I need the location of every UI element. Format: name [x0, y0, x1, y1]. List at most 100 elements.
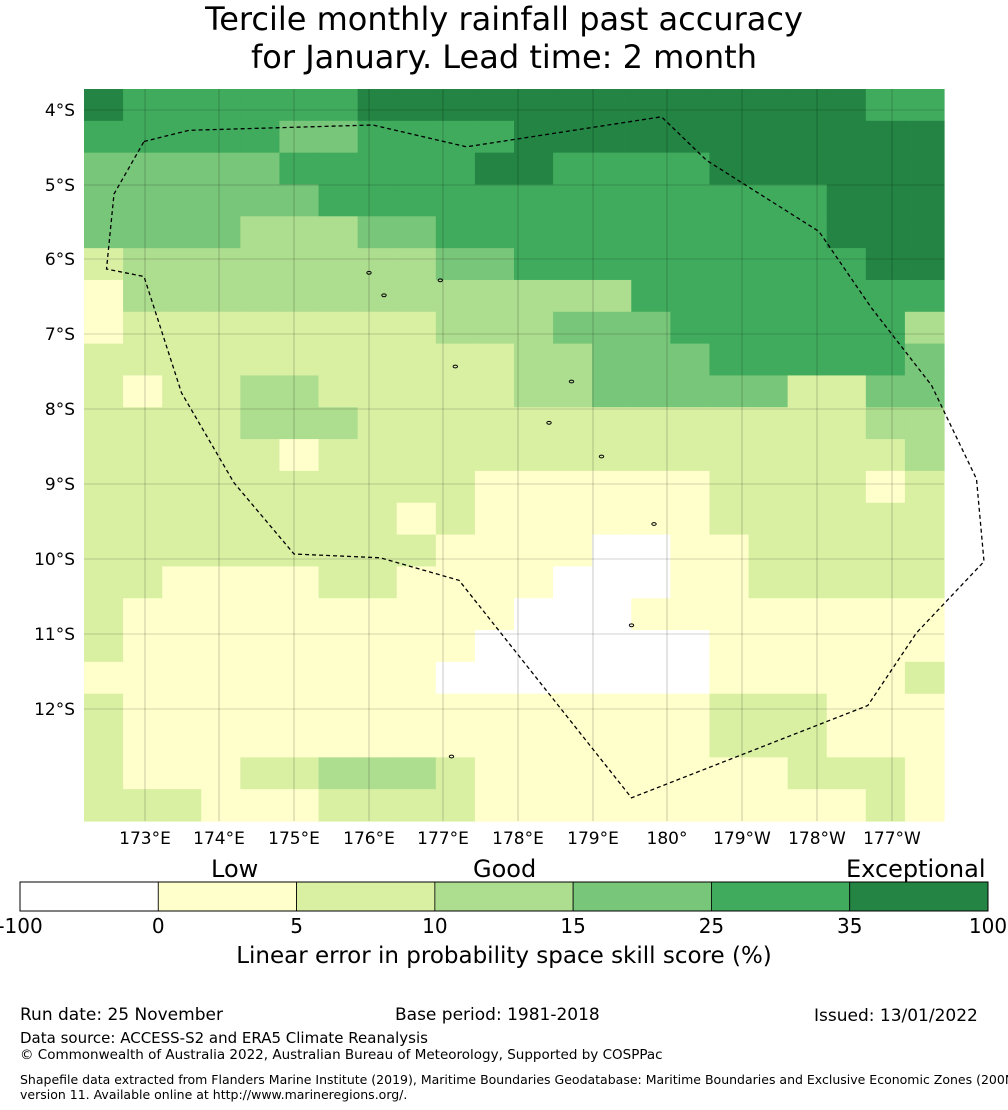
- grid-cell: [240, 598, 281, 631]
- grid-cell: [514, 439, 554, 472]
- grid-cell: [162, 407, 202, 440]
- run-date: Run date: 25 November: [20, 1005, 223, 1025]
- longitude-label: 173°E: [119, 829, 171, 849]
- grid-cell: [514, 757, 554, 790]
- grid-cell: [84, 693, 124, 727]
- grid-cell: [435, 725, 476, 758]
- colorbar-tick-labels: -100 0 5 10 15 25 35 100: [0, 914, 1007, 938]
- grid-cell: [162, 598, 202, 631]
- grid-cell: [592, 661, 632, 695]
- grid-cell: [865, 757, 906, 790]
- grid-cell: [474, 630, 515, 663]
- grid-cell: [435, 152, 476, 186]
- grid-cell: [826, 439, 867, 472]
- grid-cell: [162, 89, 202, 122]
- colorbar-segment: [296, 881, 436, 912]
- grid-cell: [357, 630, 398, 663]
- grid-cell: [396, 407, 437, 440]
- grid-cell: [279, 598, 320, 631]
- grid-cell: [123, 152, 163, 186]
- grid-cell: [474, 725, 515, 758]
- grid-cell: [318, 598, 359, 631]
- grid-cell: [357, 789, 398, 822]
- grid-cell: [162, 439, 202, 472]
- grid-cell: [474, 89, 515, 122]
- grid-cell: [826, 311, 867, 345]
- grid-cell: [592, 534, 632, 567]
- grid-cell: [435, 661, 476, 695]
- grid-cell: [279, 248, 320, 281]
- latitude-label: 12°S: [34, 700, 75, 720]
- grid-cell: [514, 311, 554, 345]
- grid-cell: [318, 279, 359, 313]
- grid-cell: [787, 407, 828, 440]
- grid-cell: [553, 279, 593, 313]
- issued-date: Issued: 13/01/2022: [814, 1006, 978, 1026]
- colorbar-segment: [157, 881, 297, 912]
- grid-cell: [162, 502, 202, 536]
- longitude-label: 178°E: [492, 829, 544, 849]
- grid-cell: [826, 89, 867, 122]
- grid-cell: [201, 789, 241, 822]
- grid-cell: [631, 248, 671, 281]
- grid-cell: [514, 725, 554, 758]
- grid-cell: [553, 311, 593, 345]
- grid-cell: [592, 89, 632, 122]
- grid-cell: [670, 789, 711, 822]
- grid-cell: [396, 725, 437, 758]
- grid-cell: [435, 470, 476, 504]
- colorbar-tick: 15: [560, 914, 585, 938]
- grid-cell: [709, 439, 750, 472]
- grid-cell: [123, 789, 163, 822]
- grid-cell: [592, 216, 632, 249]
- grid-cell: [514, 789, 554, 822]
- grid-cell: [709, 725, 750, 758]
- grid-cell: [670, 566, 711, 599]
- colorbar-segment: [711, 881, 851, 912]
- grid-cell: [279, 407, 320, 440]
- grid-cell: [826, 502, 867, 536]
- grid-cell: [592, 789, 632, 822]
- grid-cell: [84, 789, 124, 822]
- grid-cell: [474, 279, 515, 313]
- grid-cell: [123, 693, 163, 727]
- grid-cell: [123, 598, 163, 631]
- grid-cell: [514, 375, 554, 408]
- colorbar-tick: 5: [290, 914, 303, 938]
- grid-cell: [435, 598, 476, 631]
- grid-cell: [474, 152, 515, 186]
- grid-cell: [670, 120, 711, 154]
- grid-cell: [123, 630, 163, 663]
- grid-cell: [240, 375, 281, 408]
- grid-cell: [826, 216, 867, 249]
- grid-cell: [201, 470, 241, 504]
- grid-cell: [474, 407, 515, 440]
- grid-cell: [279, 89, 320, 122]
- grid-cell: [865, 279, 906, 313]
- grid-cell: [84, 439, 124, 472]
- grid-cell: [553, 152, 593, 186]
- grid-cell: [240, 152, 281, 186]
- grid-cell: [201, 693, 241, 727]
- grid-cell: [904, 375, 945, 408]
- island-outline: [452, 364, 458, 369]
- grid-cell: [670, 311, 711, 345]
- grid-cell: [279, 470, 320, 504]
- grid-cell: [162, 120, 202, 154]
- grid-cell: [865, 152, 906, 186]
- grid-cells: [84, 89, 945, 822]
- grid-cell: [787, 725, 828, 758]
- grid-cell: [865, 598, 906, 631]
- grid-cell: [435, 789, 476, 822]
- grid-cell: [162, 216, 202, 249]
- grid-cell: [240, 279, 281, 313]
- grid-cell: [201, 343, 241, 377]
- island-outline: [381, 293, 387, 298]
- latitude-label: 5°S: [45, 176, 75, 196]
- grid-cell: [279, 502, 320, 536]
- island-outline: [546, 420, 552, 425]
- grid-cell: [865, 534, 906, 567]
- grid-cell: [84, 470, 124, 504]
- colorbar-tick: 35: [837, 914, 862, 938]
- grid-cell: [435, 693, 476, 727]
